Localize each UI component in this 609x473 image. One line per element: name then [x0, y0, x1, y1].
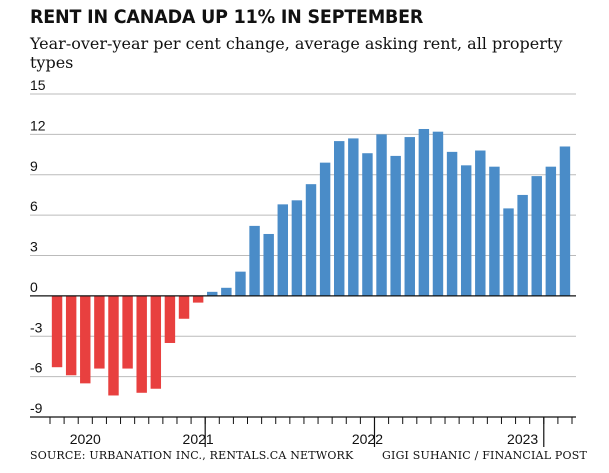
y-tick-label: 15 [30, 77, 46, 93]
bar [263, 233, 274, 296]
bar [80, 295, 91, 384]
bar [362, 153, 373, 296]
bar [136, 295, 147, 393]
bar [404, 137, 415, 296]
x-tick-label: 2021 [183, 431, 214, 447]
bar [51, 295, 63, 368]
x-tick-label: 2023 [507, 431, 538, 447]
x-axis: 2020 2021 2022 2023 [30, 295, 576, 447]
source-note: SOURCE: URBANATION INC., RENTALS.CA NETW… [30, 449, 354, 462]
y-tick-label: 6 [30, 198, 38, 214]
bar [390, 155, 401, 296]
y-tick-label: 9 [30, 158, 38, 174]
bar [207, 291, 218, 296]
x-tick-label: 2022 [352, 431, 383, 447]
bar [376, 134, 387, 296]
bar [108, 295, 119, 396]
bar [517, 194, 528, 296]
bar [94, 295, 105, 369]
bar [277, 204, 288, 296]
bar [305, 184, 317, 296]
bar [150, 295, 162, 389]
bar [334, 141, 345, 296]
y-tick-label: -3 [30, 319, 43, 335]
x-tick-label: 2020 [70, 431, 101, 447]
bar [319, 162, 331, 296]
bar [460, 165, 472, 296]
bar [432, 131, 444, 296]
y-axis-tick-labels: 15 12 9 6 3 0 -3 -6 -9 [30, 77, 46, 416]
bar [446, 151, 458, 296]
bar [475, 150, 486, 296]
bar [164, 295, 176, 343]
bar [249, 225, 260, 296]
bars [51, 128, 571, 396]
bar [221, 287, 232, 296]
y-tick-label: -6 [30, 360, 43, 376]
credit-note: GIGI SUHANIC / FINANCIAL POST [382, 449, 587, 462]
bar [531, 176, 542, 296]
bar [348, 138, 359, 296]
y-tick-label: 3 [30, 239, 38, 255]
y-tick-label: 12 [30, 117, 46, 133]
bar [545, 166, 557, 296]
bar [192, 295, 204, 303]
bar [235, 271, 246, 296]
chart-subtitle: Year-over-year per cent change, average … [30, 34, 563, 72]
bar [178, 295, 190, 319]
y-tick-label: 0 [30, 279, 38, 295]
chart-title: RENT IN CANADA UP 11% IN SEPTEMBER [30, 6, 424, 28]
bar [503, 208, 514, 296]
bar [291, 200, 303, 296]
bar [489, 166, 500, 296]
bar [559, 146, 571, 296]
y-tick-label: -9 [30, 400, 43, 416]
bar [418, 128, 430, 296]
bar [65, 295, 77, 376]
bar [122, 295, 133, 369]
